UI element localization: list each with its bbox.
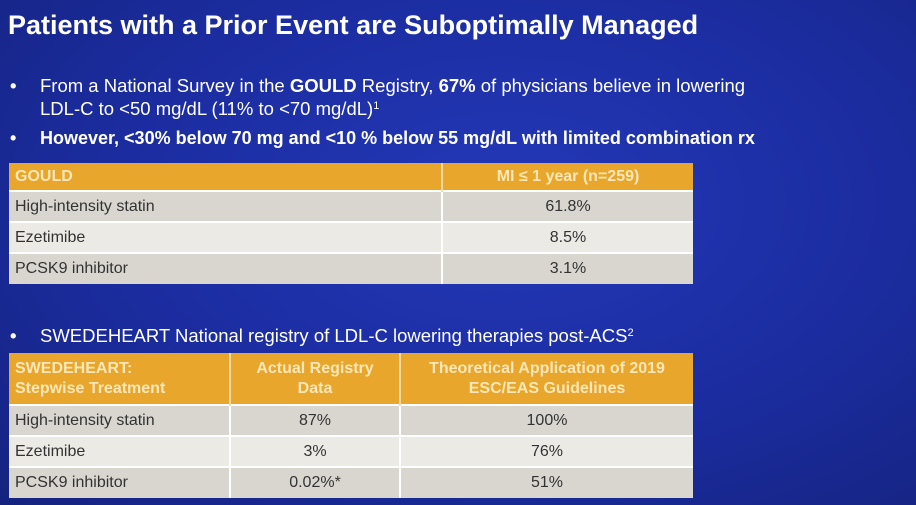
bullet-text: of physicians believe in lowering [475,75,746,96]
table-cell: 100% [400,404,693,436]
table-cell: 8.5% [442,221,693,253]
bullet-however: • However, <30% below 70 mg and <10 % be… [10,127,755,150]
table-cell: 61.8% [442,190,693,222]
table-row: PCSK9 inhibitor 0.02%* 51% [9,466,693,498]
header-line: Theoretical Application of 2019 [429,359,665,377]
table-header-row: GOULD MI ≤ 1 year (n=259) [9,163,693,191]
bullet-text: However, <30% below 70 mg and <10 % belo… [40,128,755,148]
table-header-cell: SWEDEHEART: Stepwise Treatment [9,353,231,405]
table-row: High-intensity statin 61.8% [9,190,693,222]
table-cell: PCSK9 inhibitor [9,252,443,284]
header-line: Stepwise Treatment [15,379,166,397]
table-cell: High-intensity statin [9,404,231,436]
table-header-row: SWEDEHEART: Stepwise Treatment Actual Re… [9,353,693,405]
table-row: Ezetimibe 8.5% [9,221,693,253]
bullet-dot: • [10,128,17,148]
header-line: SWEDEHEART: [15,359,133,377]
table-cell: 3.1% [442,252,693,284]
table-header-cell: MI ≤ 1 year (n=259) [442,163,693,191]
table-cell: Ezetimibe [9,221,443,253]
bullet-swedeheart: • SWEDEHEART National registry of LDL-C … [10,324,634,347]
footnote-ref-1: 1 [373,100,380,112]
bullet-text: From a National Survey in the [40,75,290,96]
slide-title: Patients with a Prior Event are Suboptim… [8,10,699,40]
bullet-text: Registry, [356,75,439,96]
table-cell: 3% [230,435,401,467]
table-cell: 0.02%* [230,466,401,498]
bullet-dot: • [10,325,17,346]
table-cell: High-intensity statin [9,190,443,222]
table-row: High-intensity statin 87% 100% [9,404,693,436]
table-row: Ezetimibe 3% 76% [9,435,693,467]
table-row: PCSK9 inhibitor 3.1% [9,252,693,284]
table-cell: PCSK9 inhibitor [9,466,231,498]
header-line: ESC/EAS Guidelines [468,379,626,397]
bullet-text-line2: LDL-C to <50 mg/dL (11% to <70 mg/dL) [40,98,374,119]
bullet-text: SWEDEHEART National registry of LDL-C lo… [40,325,628,346]
bullet-dot: • [10,75,17,96]
table-header-cell: Theoretical Application of 2019 ESC/EAS … [400,353,693,405]
table-header-cell: GOULD [9,163,443,191]
table-cell: 76% [400,435,693,467]
table-cell: 51% [400,466,693,498]
table-cell: Ezetimibe [9,435,231,467]
header-line: Actual Registry [256,359,374,377]
footnote-ref-2: 2 [627,327,634,339]
bullet-gould-survey: • From a National Survey in the GOULD Re… [10,74,746,120]
bullet-bold-gould: GOULD [289,75,357,96]
header-line: Data [297,379,333,397]
table-header-cell: Actual Registry Data [230,353,401,405]
bullet-bold-percent: 67% [438,75,476,96]
swedeheart-table: SWEDEHEART: Stepwise Treatment Actual Re… [9,353,693,498]
table-cell: 87% [230,404,401,436]
gould-table: GOULD MI ≤ 1 year (n=259) High-intensity… [9,163,693,284]
